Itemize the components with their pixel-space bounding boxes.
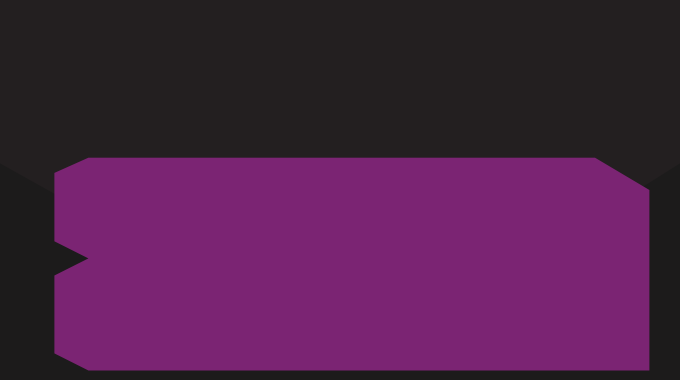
Polygon shape bbox=[0, 0, 680, 213]
Polygon shape bbox=[54, 158, 649, 370]
